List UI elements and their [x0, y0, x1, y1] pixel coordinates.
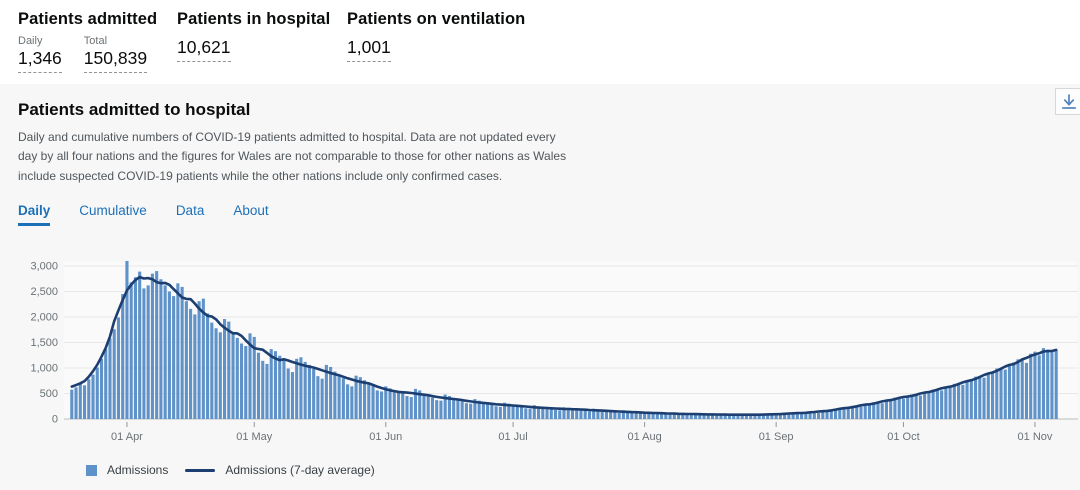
svg-text:500: 500	[40, 388, 58, 400]
admissions-card: Patients admitted to hospital Daily and …	[0, 84, 1080, 490]
card-title: Patients admitted to hospital	[18, 100, 251, 119]
admissions-bar-swatch-icon	[86, 464, 97, 476]
tab-bar: Daily Cumulative Data About	[18, 203, 269, 226]
svg-text:01 Jul: 01 Jul	[498, 431, 527, 443]
legend-item-admissions[interactable]: Admissions	[86, 463, 168, 477]
headline-stats: Patients admitted Daily 1,346 Total 150,…	[0, 0, 1080, 84]
chart-legend: Admissions Admissions (7-day average)	[86, 463, 375, 477]
svg-text:01 Nov: 01 Nov	[1018, 431, 1053, 443]
stat-patients-admitted: Patients admitted Daily 1,346 Total 150,…	[18, 10, 157, 73]
legend-label: Admissions	[107, 463, 169, 477]
ventilation-value: 1,001	[347, 37, 391, 62]
svg-text:1,000: 1,000	[30, 363, 58, 375]
svg-text:01 May: 01 May	[236, 431, 273, 443]
stat-title: Patients on ventilation	[347, 10, 526, 28]
svg-text:2,500: 2,500	[30, 286, 58, 298]
stat-patients-on-ventilation: Patients on ventilation 1,001	[347, 10, 525, 62]
svg-text:2,000: 2,000	[30, 312, 58, 324]
stat-title: Patients in hospital	[177, 10, 331, 28]
daily-admissions-value: 1,346	[18, 48, 62, 73]
tab-daily[interactable]: Daily	[18, 203, 51, 226]
daily-label: Daily	[18, 35, 43, 47]
total-admissions-value: 150,839	[83, 48, 148, 73]
admissions-chart[interactable]: 0 500 1,000 1,500 2,000 2,500 3,000 01 Apr 01 Ma…	[0, 240, 1080, 455]
legend-item-admissions-average[interactable]: Admissions (7-day average)	[185, 463, 375, 477]
tab-about[interactable]: About	[233, 203, 269, 218]
download-button[interactable]	[1055, 88, 1080, 115]
in-hospital-value: 10,621	[177, 37, 231, 62]
svg-text:01 Oct: 01 Oct	[887, 431, 919, 443]
average-line-swatch-icon	[185, 468, 216, 472]
svg-text:01 Sep: 01 Sep	[759, 431, 794, 443]
svg-text:01 Jun: 01 Jun	[369, 431, 402, 443]
svg-text:01 Apr: 01 Apr	[111, 431, 143, 443]
download-icon	[1062, 93, 1076, 109]
stat-patients-in-hospital: Patients in hospital 10,621	[177, 10, 330, 62]
svg-text:1,500: 1,500	[30, 337, 58, 349]
card-description: Daily and cumulative numbers of COVID-19…	[18, 130, 567, 183]
tab-data[interactable]: Data	[175, 203, 205, 218]
stat-title: Patients admitted	[18, 10, 158, 28]
tab-cumulative[interactable]: Cumulative	[79, 203, 147, 218]
total-label: Total	[83, 35, 108, 47]
svg-text:0: 0	[52, 414, 58, 426]
legend-label: Admissions (7-day average)	[225, 463, 375, 477]
svg-text:01 Aug: 01 Aug	[627, 431, 661, 443]
svg-text:3,000: 3,000	[30, 261, 58, 273]
